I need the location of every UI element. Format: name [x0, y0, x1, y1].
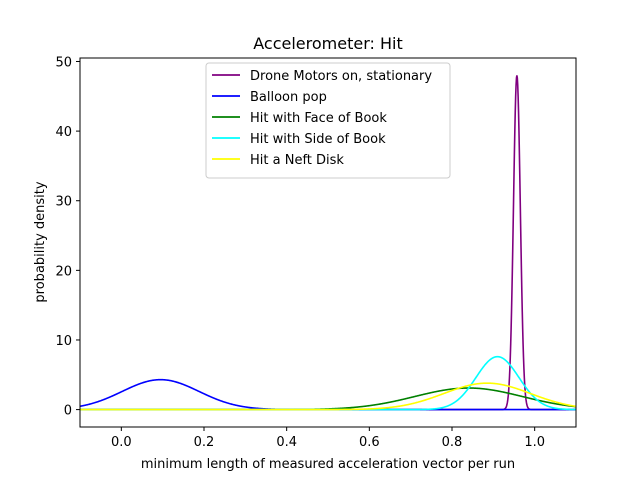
- x-tick-label: 0.6: [359, 435, 380, 450]
- legend-label-5: Hit a Neft Disk: [250, 153, 344, 168]
- chart-title: Accelerometer: Hit: [253, 34, 402, 53]
- legend-box: [205, 62, 451, 179]
- y-tick-label: 20: [55, 264, 72, 279]
- x-tick-label: 1.0: [524, 435, 545, 450]
- series-line-5: [80, 382, 576, 411]
- legend-label-4: Hit with Side of Book: [250, 132, 386, 147]
- y-tick-label: 40: [55, 125, 72, 140]
- y-axis-label: probability density: [33, 181, 48, 302]
- legend: Drone Motors on, stationary Balloon pop Hi…: [205, 62, 451, 179]
- series-layer: [80, 75, 576, 411]
- legend-label-1: Drone Motors on, stationary: [250, 69, 432, 84]
- x-tick-label: 0.0: [111, 435, 132, 450]
- y-tick-label: 30: [55, 195, 72, 210]
- y-axis: 0 10 20 30 40 50: [55, 55, 80, 419]
- x-axis-label: minimum length of measured acceleration …: [141, 457, 515, 472]
- x-tick-label: 0.4: [276, 435, 297, 450]
- x-tick-label: 0.2: [194, 435, 215, 450]
- y-tick-label: 50: [55, 55, 72, 70]
- x-axis: 0.0 0.2 0.4 0.6 0.8 1.0: [111, 427, 545, 450]
- plot-frame: [79, 57, 577, 428]
- legend-label-2: Balloon pop: [250, 90, 327, 105]
- x-tick-label: 0.8: [442, 435, 463, 450]
- y-tick-label: 10: [55, 334, 72, 349]
- legend-label-3: Hit with Face of Book: [250, 111, 387, 126]
- y-tick-label: 0: [64, 404, 72, 419]
